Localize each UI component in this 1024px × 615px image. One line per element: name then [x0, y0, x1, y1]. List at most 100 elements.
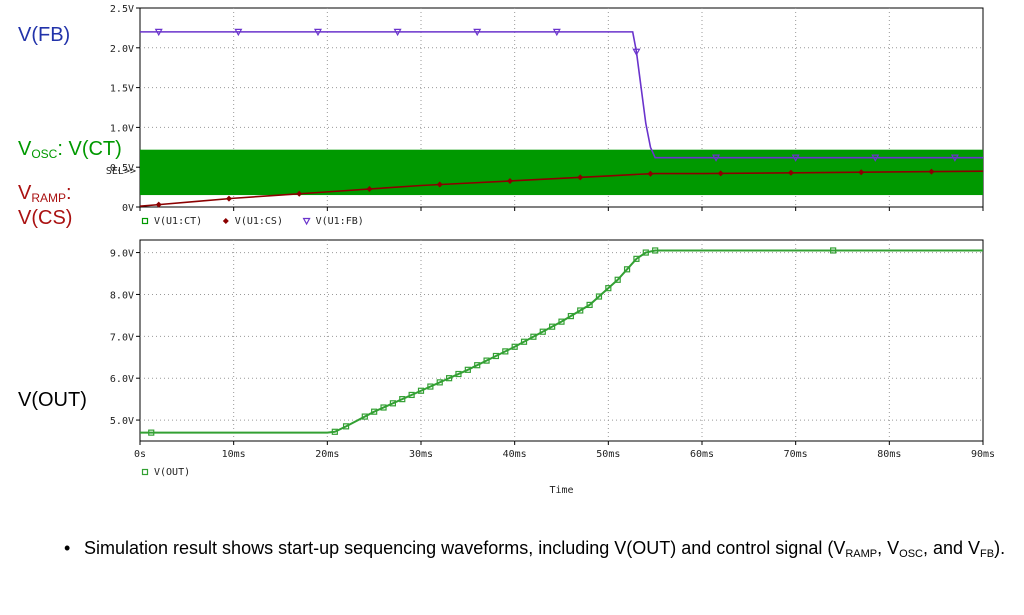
vcs-label: V(CS) [18, 207, 72, 229]
marker-v-out [530, 333, 537, 340]
marker-v-u1-fb [791, 154, 800, 162]
marker-v-out [446, 375, 453, 382]
marker-v-out [148, 429, 155, 436]
vfb-label-text: V(FB) [18, 24, 71, 46]
marker-v-u1-cs [296, 190, 303, 197]
x-tick-label: 10ms [222, 449, 246, 460]
marker-v-out [549, 323, 556, 330]
vramp-label-sub: RAMP [31, 191, 67, 205]
caption-bullet: • [64, 538, 71, 558]
sel-marker-label: SEL>> [106, 166, 136, 177]
marker-v-out [331, 428, 338, 435]
vosc-label-main: V [18, 138, 32, 160]
y-tick-label: 0.5V [110, 163, 134, 174]
y-tick-label: 2.5V [110, 4, 134, 15]
marker-v-u1-cs [225, 195, 232, 202]
marker-v-u1-cs [647, 170, 654, 177]
marker-v-u1-cs [858, 169, 865, 176]
marker-v-out [605, 285, 612, 292]
y-tick-label: 8.0V [110, 290, 134, 301]
marker-v-out [633, 255, 640, 262]
x-tick-label: 70ms [784, 449, 808, 460]
y-tick-label: 9.0V [110, 249, 134, 260]
marker-v-u1-fb [234, 28, 243, 37]
x-tick-label: 50ms [596, 449, 620, 460]
marker-v-out [492, 352, 500, 360]
caption-text-2: , V [877, 538, 900, 558]
y-tick-label: 1.5V [110, 84, 134, 95]
marker-v-out [408, 391, 415, 399]
marker-v-u1-cs [577, 174, 584, 181]
caption-text-4: ). [994, 538, 1006, 558]
caption-sub-osc: OSC [899, 548, 923, 560]
x-tick-label: 90ms [971, 449, 995, 460]
marker-v-u1-fb [313, 28, 322, 37]
marker-v-u1-cs [787, 169, 794, 176]
marker-v-out [399, 396, 406, 403]
marker-v-out [511, 343, 518, 350]
marker-v-out [577, 307, 584, 314]
legend-marker-v-u1-cs [222, 218, 229, 224]
marker-v-u1-fb [552, 28, 561, 37]
marker-v-out [474, 362, 481, 369]
marker-v-u1-fb [154, 28, 163, 37]
series-v-out [140, 249, 983, 434]
y-tick-label: 0V [122, 203, 134, 214]
y-tick-label: 6.0V [110, 374, 134, 385]
legend-label-v-u1-ct: V(U1:CT) [154, 216, 202, 227]
vosc-label-tail: : V(CT) [57, 138, 122, 160]
legend-marker-v-out [141, 468, 149, 476]
marker-v-out [567, 312, 574, 320]
series-v-u1-fb [140, 31, 983, 159]
marker-v-u1-fb [473, 28, 482, 37]
marker-v-out [539, 328, 546, 335]
vramp-label-colon: : [66, 182, 72, 204]
marker-v-out [830, 247, 837, 254]
marker-v-out [558, 318, 565, 325]
legend-label-v-out: V(OUT) [154, 467, 190, 478]
marker-v-out [361, 413, 368, 420]
top-plot-panel: 0V 0.5V 1.0V 1.5V 2.0V 2.5V SEL>> V(U1:CT) V(U1:… [106, 4, 984, 227]
x-tick-label: 20ms [315, 449, 339, 460]
simulation-chart: 0V 0.5V 1.0V 1.5V 2.0V 2.5V SEL>> V(U1:CT) V(U1:… [106, 4, 995, 496]
marker-v-out [483, 357, 490, 364]
x-tick-label: 80ms [877, 449, 901, 460]
marker-v-out [380, 404, 387, 411]
marker-v-out [464, 366, 471, 373]
marker-v-out [520, 338, 528, 345]
caption-sub-ramp: RAMP [845, 548, 878, 560]
marker-v-out [389, 400, 396, 407]
vosc-label-sub: OSC [31, 147, 58, 161]
marker-v-u1-fb [950, 154, 959, 162]
marker-v-u1-cs [928, 168, 935, 175]
vout-label-text: V(OUT) [18, 389, 87, 411]
marker-v-u1-cs [366, 186, 373, 193]
marker-v-u1-cs [436, 181, 443, 188]
marker-v-out [586, 301, 593, 309]
marker-v-out [342, 423, 350, 430]
marker-v-out [614, 276, 621, 283]
x-tick-label: 30ms [409, 449, 433, 460]
vramp-label-main: V [18, 182, 32, 204]
marker-v-out [642, 249, 649, 256]
legend-label-v-u1-cs: V(U1:CS) [235, 216, 283, 227]
marker-v-out [427, 383, 434, 390]
x-tick-label: 60ms [690, 449, 714, 460]
marker-v-out [436, 379, 443, 386]
x-tick-label: 40ms [503, 449, 527, 460]
y-tick-label: 2.0V [110, 44, 134, 55]
marker-v-out [455, 370, 462, 378]
marker-v-u1-cs [155, 201, 162, 208]
marker-v-out [502, 348, 509, 355]
marker-v-u1-fb [393, 28, 402, 37]
legend-label-v-u1-fb: V(U1:FB) [316, 216, 364, 227]
marker-v-out [595, 293, 603, 300]
marker-v-u1-fb [871, 154, 880, 162]
legend-marker-v-u1-fb [302, 217, 311, 226]
marker-v-out [371, 408, 378, 415]
vramp-label: VRAMP: [18, 182, 72, 209]
vfb-label: V(FB) [18, 24, 70, 46]
plot-frame [139, 239, 984, 442]
marker-v-out [417, 387, 425, 394]
marker-v-u1-cs [506, 177, 513, 184]
